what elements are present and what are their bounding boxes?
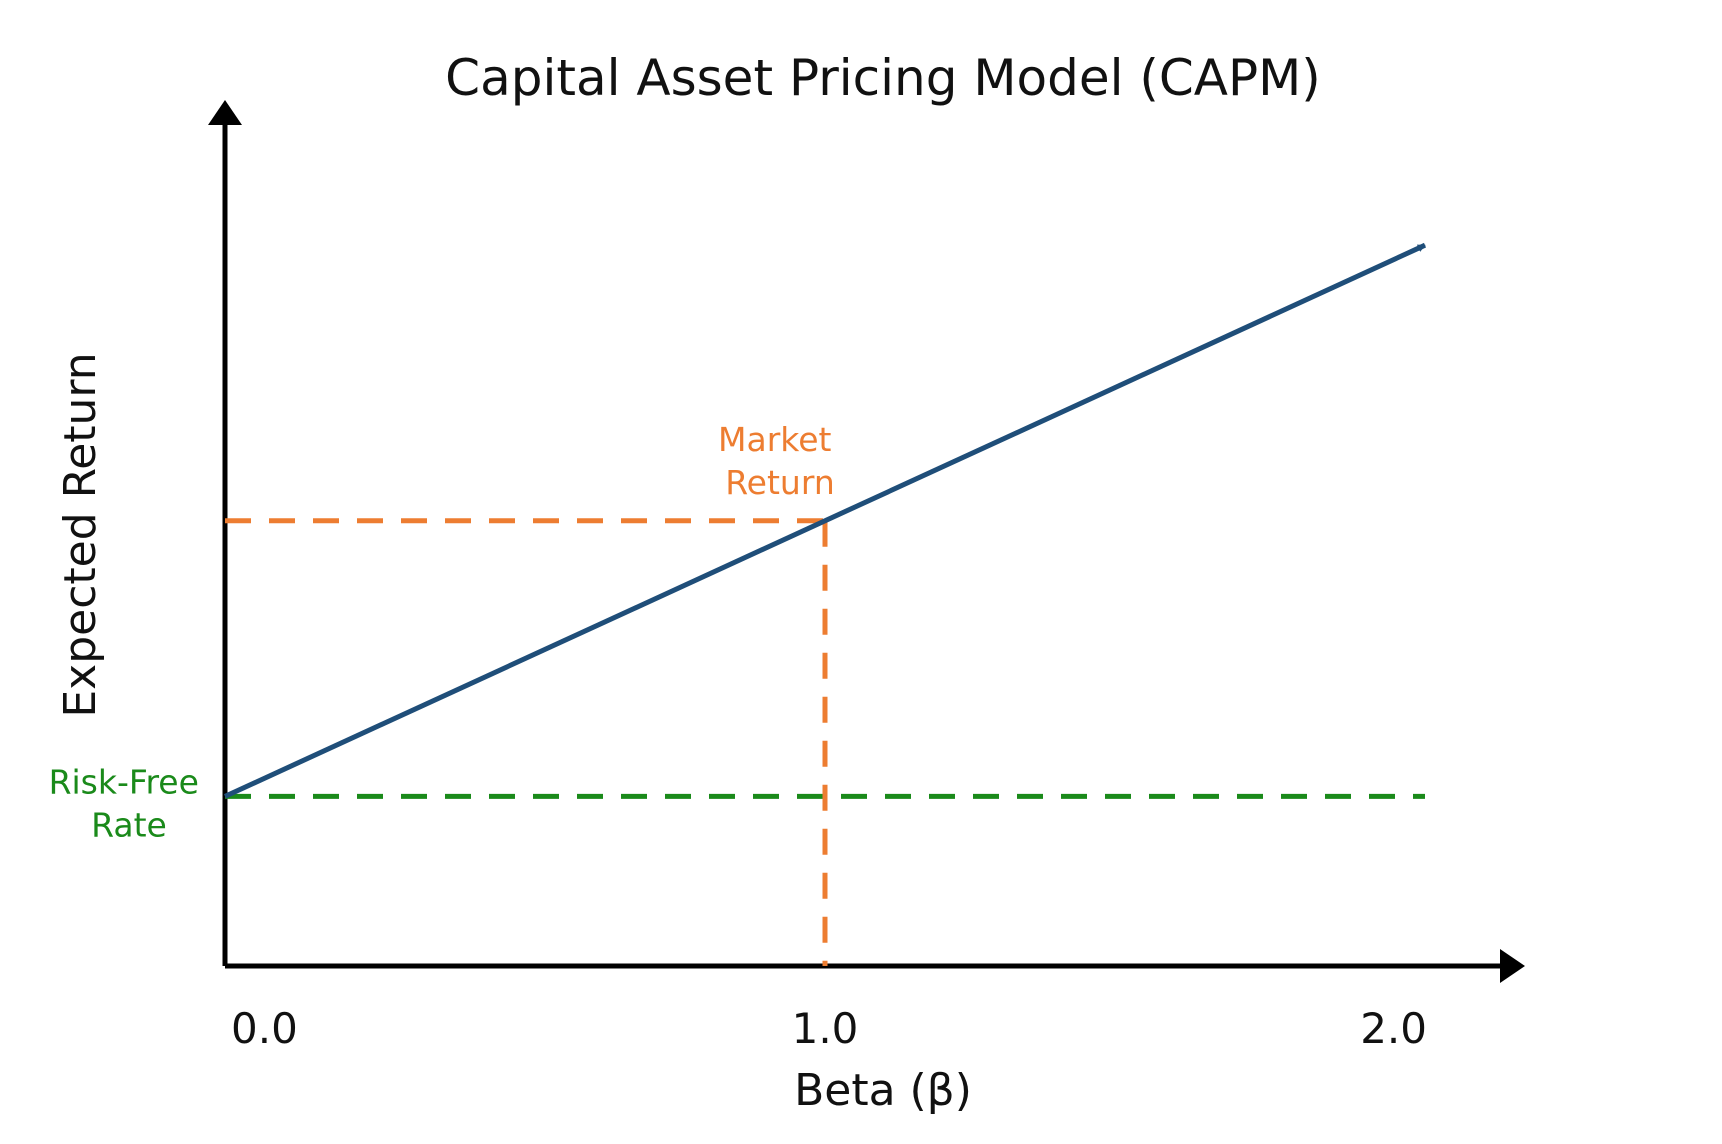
chart-title: Capital Asset Pricing Model (CAPM) xyxy=(445,49,1321,107)
market-return-label-line-1: Market xyxy=(718,420,831,459)
market-return-label-line-2: Return xyxy=(725,463,835,502)
x-tick-labels: 0.0 1.0 2.0 xyxy=(231,1004,1427,1053)
risk-free-rate-label: Risk-Free Rate xyxy=(49,762,210,844)
x-axis-arrowhead xyxy=(1500,949,1525,983)
x-tick-label: 1.0 xyxy=(792,1004,859,1053)
risk-free-rate-label-line-1: Risk-Free xyxy=(49,762,199,801)
y-axis-label: Expected Return xyxy=(55,352,106,717)
market-return-label: Market Return xyxy=(718,420,842,502)
x-axis-label: Beta (β) xyxy=(794,1065,972,1116)
risk-free-rate-label-line-2: Rate xyxy=(91,805,167,844)
security-market-line xyxy=(223,242,1427,799)
x-tick-label: 0.0 xyxy=(231,1004,298,1053)
y-axis-arrowhead xyxy=(208,100,242,125)
x-tick-label: 2.0 xyxy=(1360,1004,1427,1053)
